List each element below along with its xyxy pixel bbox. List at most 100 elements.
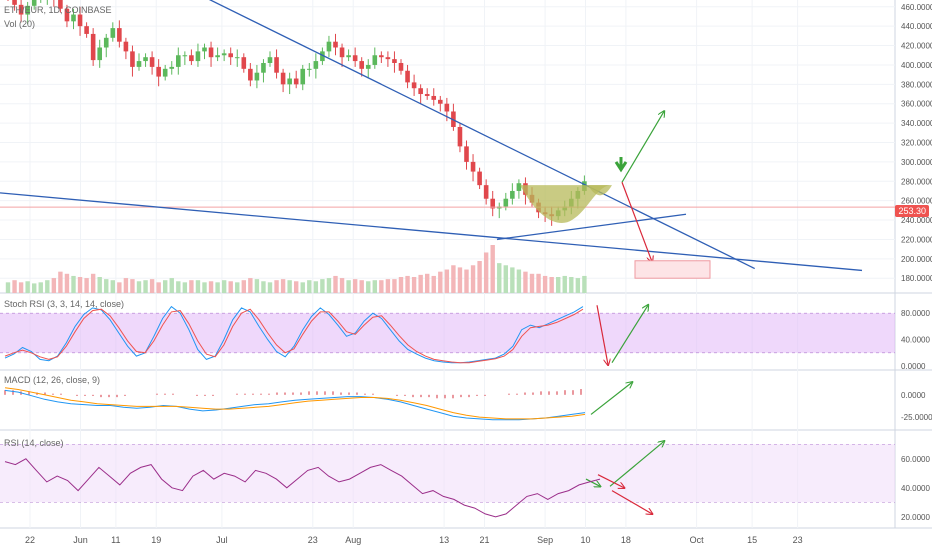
- volume-bar: [123, 278, 129, 293]
- wedge-support-line: [496, 213, 687, 241]
- volume-bar: [379, 280, 384, 293]
- candle-body: [156, 66, 161, 77]
- volume-bar: [235, 282, 240, 293]
- volume-bar: [90, 273, 96, 293]
- candle-body: [411, 82, 417, 89]
- volume-bar: [366, 281, 371, 293]
- volume-bar: [444, 269, 450, 293]
- candle-body: [90, 33, 96, 61]
- price-tick-label: 280.0000: [901, 177, 932, 186]
- volume-bar: [12, 280, 17, 293]
- time-tick-label: Jul: [216, 535, 228, 545]
- volume-bar: [582, 275, 587, 293]
- volume-bar: [372, 280, 377, 293]
- price-tick-label: 240.0000: [901, 216, 932, 225]
- macd-legend[interactable]: MACD (12, 26, close, 9): [4, 375, 101, 385]
- time-tick-label: 19: [151, 535, 161, 545]
- volume-bar: [274, 280, 279, 293]
- volume-bar: [261, 281, 266, 293]
- volume-bar: [84, 278, 89, 293]
- symbol-legend[interactable]: ETH/EUR, 1D, COINBASE: [4, 5, 112, 15]
- volume-bar: [117, 282, 122, 293]
- rsi-red-arrow-a: [597, 474, 624, 488]
- candle-body: [320, 51, 325, 62]
- volume-bar: [182, 282, 188, 293]
- price-tick-label: 340.0000: [901, 119, 932, 128]
- candle-body: [189, 55, 194, 62]
- volume-bar: [64, 273, 70, 293]
- volume-bar: [542, 275, 548, 293]
- candle-body: [169, 66, 175, 69]
- volume-bar: [418, 274, 423, 293]
- rsi-series-line: [4, 458, 601, 518]
- candle-body: [287, 78, 292, 85]
- time-tick-label: 23: [793, 535, 803, 545]
- candle-body: [215, 55, 220, 58]
- volume-bar: [464, 269, 469, 293]
- volume-bar: [143, 280, 148, 293]
- volume-bar: [110, 280, 115, 293]
- candle-body: [254, 72, 260, 81]
- candle-body: [64, 8, 70, 22]
- volume-bar: [392, 279, 397, 293]
- candle-body: [379, 55, 384, 58]
- price-tick-label: 420.0000: [901, 42, 932, 51]
- volume-bar: [569, 277, 574, 293]
- volume-bar: [149, 279, 155, 293]
- stoch-rsi-legend[interactable]: Stoch RSI (3, 3, 14, 14, close): [4, 299, 125, 309]
- volume-bar: [470, 265, 476, 293]
- macd-series-line: [4, 387, 586, 420]
- volume-bar: [208, 281, 214, 293]
- volume-bar: [510, 267, 515, 293]
- candle-body: [261, 63, 266, 73]
- candle-body: [418, 88, 423, 95]
- volume-bar: [523, 271, 528, 293]
- price-tick-label: 360.0000: [901, 100, 932, 109]
- rsi-bearish-arrow: [611, 490, 652, 514]
- time-tick-label: 15: [747, 535, 757, 545]
- price-tick-label: 180.0000: [901, 274, 932, 283]
- candle-body: [110, 28, 116, 38]
- volume-bar: [195, 280, 201, 293]
- volume-bar: [431, 275, 436, 293]
- candle-body: [326, 41, 332, 52]
- candle-body: [300, 68, 306, 85]
- candle-body: [234, 57, 240, 59]
- volume-bar: [457, 267, 463, 293]
- volume-bar: [483, 252, 489, 293]
- price-tick-label: 320.0000: [901, 139, 932, 148]
- rsi-small-green-arrow: [585, 478, 600, 486]
- volume-bar: [359, 280, 364, 293]
- volume-bar: [300, 282, 305, 293]
- volume-bar: [339, 278, 345, 293]
- volume-bar: [529, 273, 535, 293]
- candle-body: [339, 47, 345, 58]
- volume-bar: [438, 271, 443, 293]
- time-tick-label: Aug: [345, 535, 361, 545]
- rsi-legend[interactable]: RSI (14, close): [4, 438, 64, 448]
- volume-bar: [326, 278, 332, 293]
- volume-bar: [97, 277, 102, 293]
- candle-body: [431, 95, 437, 100]
- volume-bar: [104, 279, 109, 293]
- price-tick-label: 300.0000: [901, 158, 932, 167]
- volume-bar: [163, 280, 168, 293]
- volume-legend[interactable]: Vol (20): [4, 19, 36, 29]
- volume-bar: [71, 275, 76, 293]
- volume-bar: [333, 275, 338, 293]
- candle-body: [359, 61, 364, 69]
- candle-body: [385, 57, 391, 60]
- candle-body: [71, 14, 76, 22]
- volume-bar: [228, 281, 233, 293]
- price-tick-label: 260.0000: [901, 197, 932, 206]
- candle-body: [221, 53, 227, 56]
- time-tick-label: Oct: [690, 535, 705, 545]
- volume-bar: [45, 280, 50, 293]
- price-tick-label: 380.0000: [901, 80, 932, 89]
- macd-bullish-arrow: [590, 382, 632, 415]
- candle-body: [241, 57, 247, 69]
- volume-bar: [25, 281, 30, 293]
- stoch-bearish-arrow: [596, 305, 608, 364]
- time-tick-label: 21: [479, 535, 489, 545]
